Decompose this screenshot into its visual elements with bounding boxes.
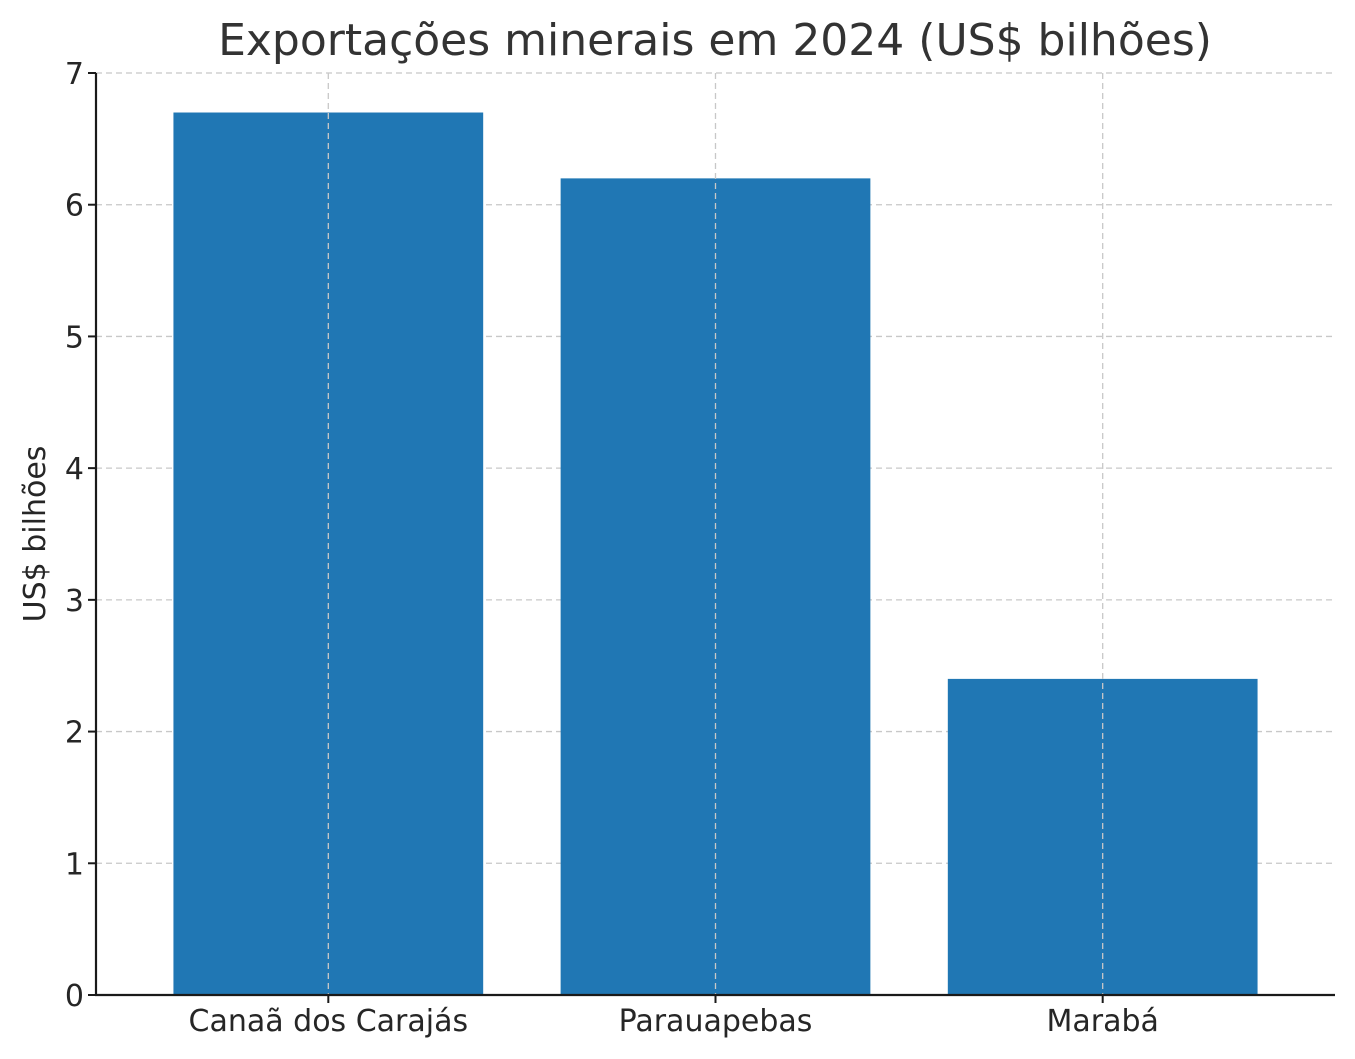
vertical-grid bbox=[327, 73, 1104, 995]
chart-title: Exportações minerais em 2024 (US$ bilhõe… bbox=[218, 15, 1212, 66]
y-tick-label: 4 bbox=[65, 452, 84, 487]
y-tick-label: 2 bbox=[65, 716, 84, 751]
y-tick-label: 1 bbox=[65, 847, 84, 882]
x-tick-label: Parauapebas bbox=[619, 1004, 813, 1039]
x-ticks: Canaã dos Carajás Parauapebas Marabá bbox=[189, 995, 1159, 1039]
y-ticks: 0 1 2 3 4 5 6 7 bbox=[65, 57, 96, 1014]
y-tick-label: 3 bbox=[65, 584, 84, 619]
x-tick-label: Marabá bbox=[1046, 1004, 1158, 1039]
y-axis-label: US$ bilhões bbox=[18, 446, 53, 623]
x-tick-label: Canaã dos Carajás bbox=[189, 1004, 469, 1039]
y-tick-label: 0 bbox=[65, 979, 84, 1014]
y-tick-label: 7 bbox=[65, 57, 84, 92]
y-tick-label: 5 bbox=[65, 320, 84, 355]
y-tick-label: 6 bbox=[65, 189, 84, 224]
